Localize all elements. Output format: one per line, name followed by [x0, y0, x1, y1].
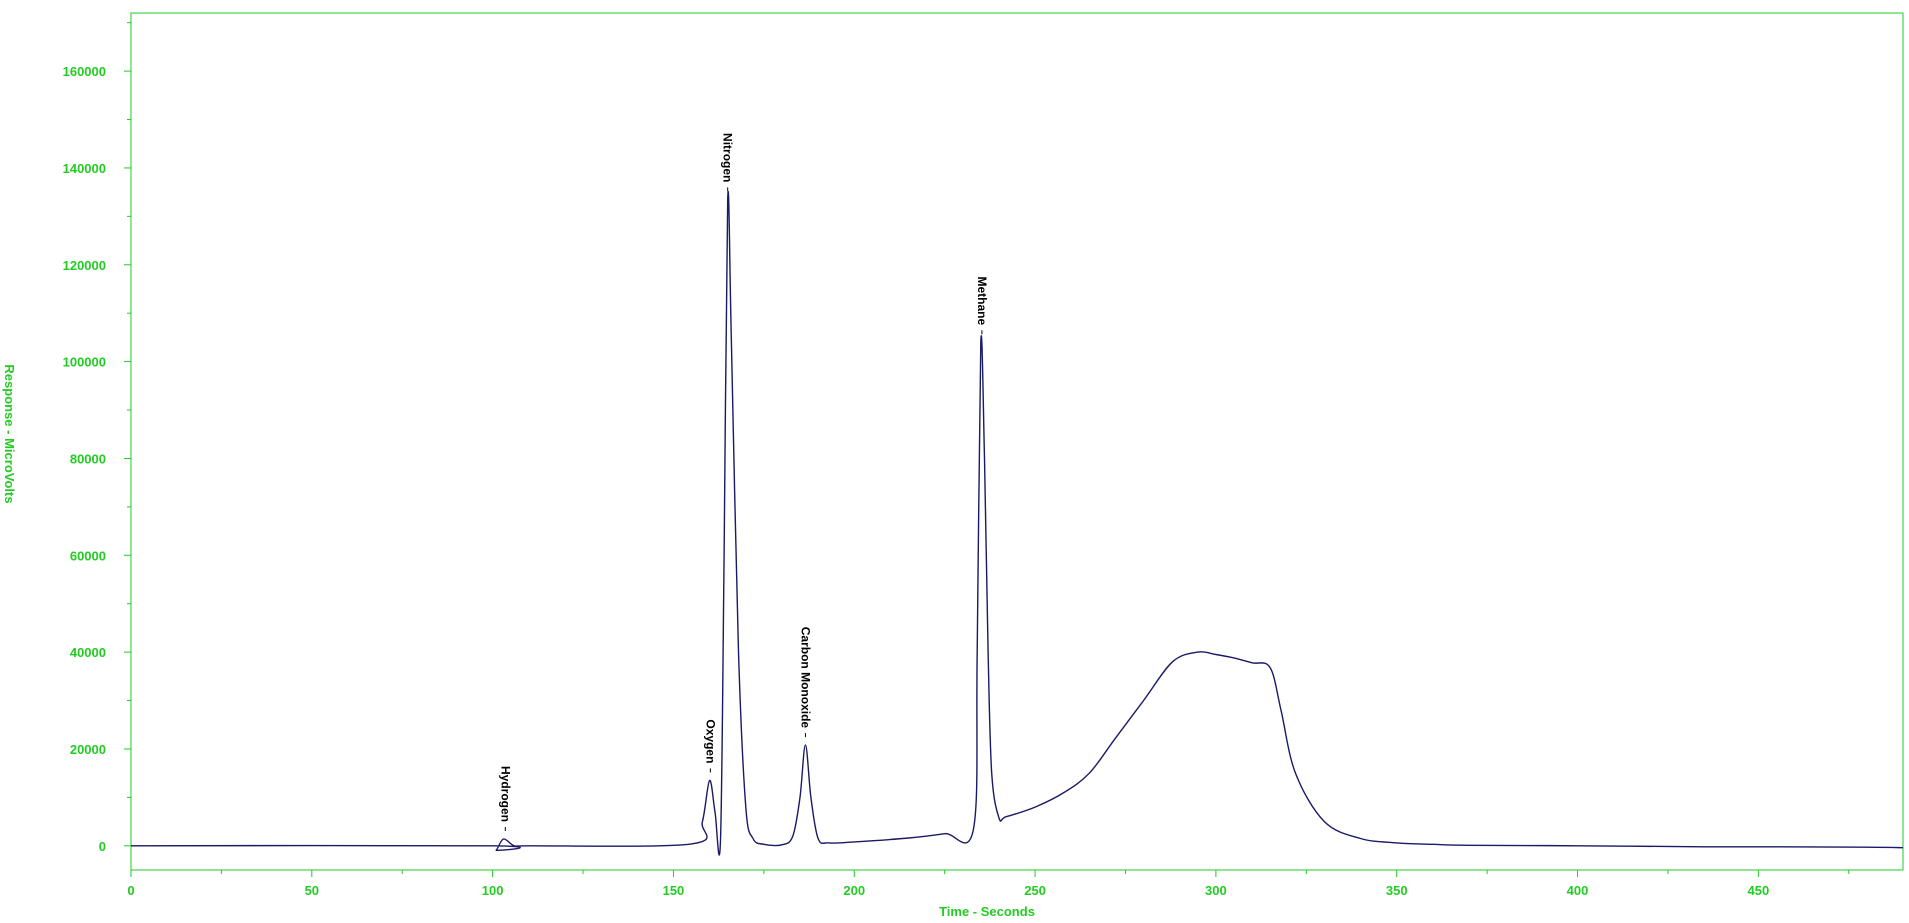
- plot-border: [130, 12, 1904, 871]
- x-tick-label: 400: [1567, 883, 1589, 898]
- x-tick-label: 150: [663, 883, 685, 898]
- x-tick-label: 50: [305, 883, 319, 898]
- y-tick-label: 0: [99, 839, 106, 854]
- x-tick-label: 350: [1386, 883, 1408, 898]
- x-axis-ticks: 0 50 100 150 200 250 300 350 400 450: [127, 870, 1850, 898]
- y-tick-label: 60000: [70, 548, 106, 563]
- y-tick-label: 100000: [63, 355, 106, 370]
- chromatogram-line: [130, 191, 1904, 856]
- plot-frame: [130, 12, 1904, 871]
- x-axis-title: Time - Seconds: [939, 904, 1035, 919]
- chromatogram-trace: [130, 191, 1904, 856]
- x-tick-label: 0: [127, 883, 134, 898]
- y-tick-label: 20000: [70, 742, 106, 757]
- peak-annotations: Hydrogen Oxygen Nitrogen Carbon Monoxide Met…: [498, 133, 989, 832]
- y-tick-label: 80000: [70, 451, 106, 466]
- y-tick-label: 120000: [63, 258, 106, 273]
- peak-label: Carbon Monoxide: [798, 627, 812, 729]
- peak-label: Nitrogen: [721, 133, 735, 182]
- x-tick-label: 100: [482, 883, 504, 898]
- y-axis-title: Response - MicroVolts: [2, 364, 17, 503]
- peak-label: Methane: [975, 277, 989, 326]
- y-tick-label: 40000: [70, 645, 106, 660]
- x-tick-label: 250: [1024, 883, 1046, 898]
- y-axis-ticks: 0 20000 40000 60000 80000 100000 120000 140000 1…: [63, 22, 131, 854]
- peak-label: Oxygen: [703, 719, 717, 763]
- x-tick-label: 300: [1205, 883, 1227, 898]
- y-tick-label: 140000: [63, 161, 106, 176]
- y-tick-label: 160000: [63, 64, 106, 79]
- peak-label: Hydrogen: [498, 766, 512, 822]
- x-tick-label: 450: [1747, 883, 1769, 898]
- x-tick-label: 200: [843, 883, 865, 898]
